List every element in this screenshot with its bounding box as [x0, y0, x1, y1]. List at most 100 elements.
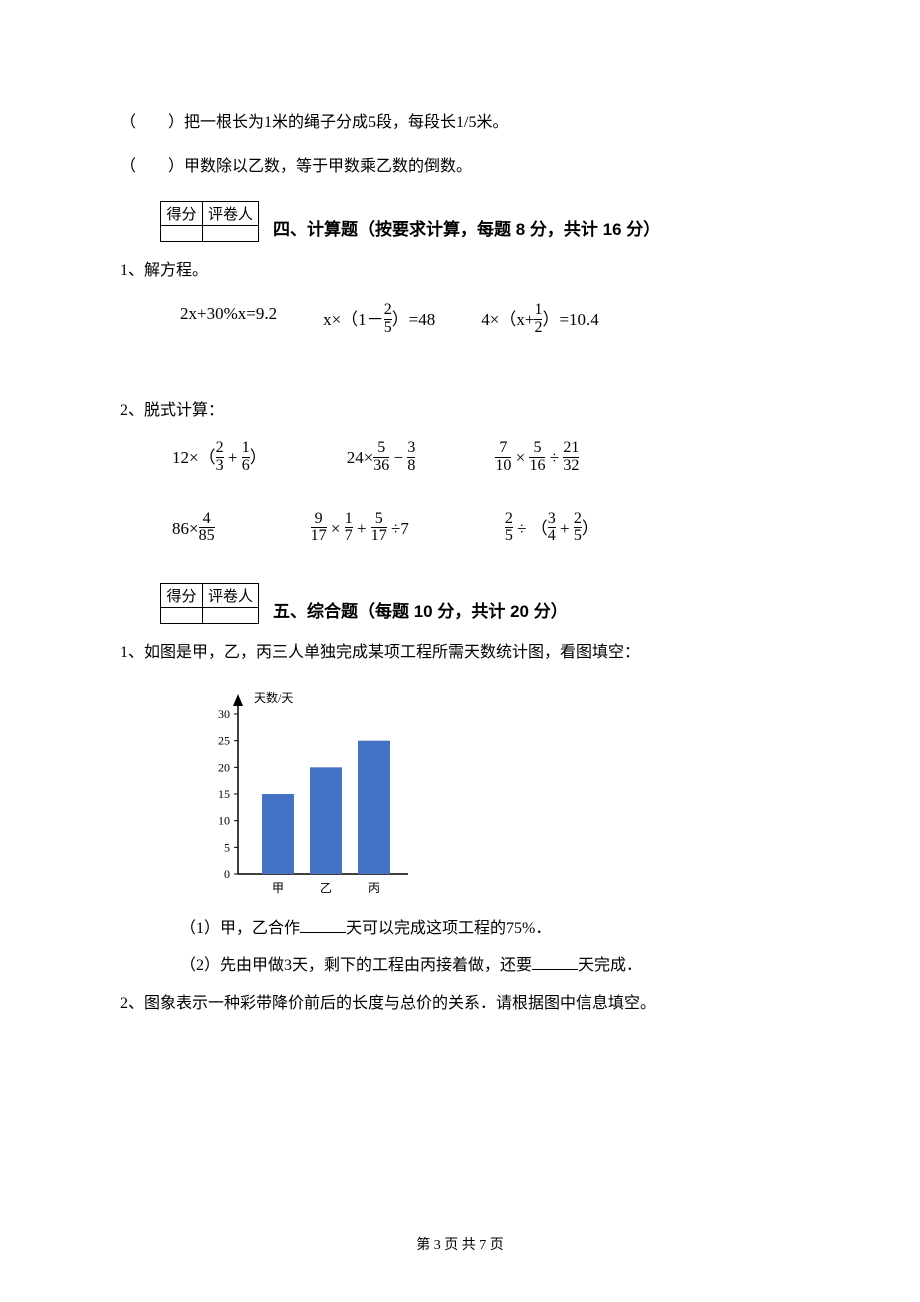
n: 1	[345, 511, 353, 528]
s5-q1-label: 1、如图是甲，乙，丙三人单独完成某项工程所需天数统计图，看图填空：	[120, 640, 800, 666]
expr-a: 12×（23 + 16）	[172, 442, 267, 477]
d: 32	[563, 457, 579, 475]
s4-q2-label: 2、脱式计算：	[120, 398, 800, 424]
chart-svg: 051015202530天数/天甲乙丙	[180, 684, 430, 904]
t: （1）甲，乙合作	[180, 920, 300, 937]
n: 9	[311, 511, 327, 528]
frac-d: 5	[384, 319, 392, 337]
q8-text: （ ）甲数除以乙数，等于甲数乘乙数的倒数。	[120, 158, 472, 175]
scorebox-right-label: 评卷人	[203, 202, 259, 226]
t: +	[224, 448, 242, 467]
n: 3	[548, 511, 556, 528]
t: 天可以完成这项工程的75%．	[346, 920, 551, 937]
d: 8	[407, 457, 415, 475]
eq-a: 2x+30%x=9.2	[180, 304, 277, 339]
f: 23	[216, 440, 224, 475]
f: 25	[505, 511, 513, 546]
s5-q1-sub1: （1）甲，乙合作 天可以完成这项工程的75%．	[180, 916, 800, 942]
n: 1	[242, 440, 250, 457]
section-4-title: 四、计算题（按要求计算，每题 8 分，共计 16 分）	[273, 215, 660, 242]
t: ÷7	[387, 519, 409, 538]
eq-b-post: ）=48	[392, 310, 436, 329]
svg-text:乙: 乙	[320, 881, 332, 895]
blank-field	[300, 917, 346, 933]
eq-c-pre: 4×（x+	[481, 310, 534, 329]
t: ÷ （	[513, 519, 548, 538]
t: ×	[327, 519, 345, 538]
s5-q2-label: 2、图象表示一种彩带降价前后的长度与总价的关系．请根据图中信息填空。	[120, 991, 800, 1017]
eq-a-text: 2x+30%x=9.2	[180, 304, 277, 323]
f: 710	[495, 440, 511, 475]
svg-text:天数/天: 天数/天	[254, 690, 293, 705]
n: 4	[199, 511, 215, 528]
n: 3	[407, 440, 415, 457]
t: （2）先由甲做3天，剩下的工程由丙接着做，还要	[180, 957, 532, 974]
d: 17	[311, 527, 327, 545]
s4-q2-row2: 86×485 917 × 17 + 517 ÷7 25 ÷ （34 + 25）	[172, 513, 800, 548]
d: 85	[199, 527, 215, 545]
svg-text:甲: 甲	[272, 881, 284, 895]
d: 36	[373, 457, 389, 475]
s5-q1-sub2: （2）先由甲做3天，剩下的工程由丙接着做，还要 天完成．	[180, 953, 800, 979]
svg-text:10: 10	[218, 813, 230, 827]
t: ×	[511, 448, 529, 467]
t: +	[556, 519, 574, 538]
n: 5	[373, 440, 389, 457]
section-5-header: 得分 评卷人 五、综合题（每题 10 分，共计 20 分）	[120, 583, 800, 624]
d: 5	[574, 527, 582, 545]
frac-n: 1	[534, 302, 542, 319]
eq-c-post: ）=10.4	[542, 310, 598, 329]
t: 12×（	[172, 448, 216, 467]
frac-n: 2	[384, 302, 392, 319]
d: 3	[216, 457, 224, 475]
t: 天完成．	[578, 957, 642, 974]
d: 6	[242, 457, 250, 475]
t: ）	[582, 519, 599, 538]
scorebox-left-label: 得分	[161, 202, 203, 226]
eq-b-frac: 25	[384, 302, 392, 337]
f: 16	[242, 440, 250, 475]
t: 24×	[347, 448, 374, 467]
section-4-header: 得分 评卷人 四、计算题（按要求计算，每题 8 分，共计 16 分）	[120, 201, 800, 242]
s4-q2-row1: 12×（23 + 16） 24×536 − 38 710 × 516 ÷ 213…	[172, 442, 800, 477]
s4-q1-label: 1、解方程。	[120, 258, 800, 284]
eq-b-pre: x×（1－	[323, 310, 384, 329]
d: 10	[495, 457, 511, 475]
question-7: （ ）把一根长为1米的绳子分成5段，每段长1/5米。	[120, 110, 800, 136]
expr-c: 25 ÷ （34 + 25）	[505, 513, 599, 548]
score-box-5: 得分 评卷人	[160, 583, 259, 624]
expr-c: 710 × 516 ÷ 2132	[495, 442, 579, 477]
f: 917	[311, 511, 327, 546]
n: 2	[505, 511, 513, 528]
f: 25	[574, 511, 582, 546]
n: 2	[574, 511, 582, 528]
n: 21	[563, 440, 579, 457]
s4-q1-equations: 2x+30%x=9.2 x×（1－25）=48 4×（x+12）=10.4	[180, 304, 800, 339]
expr-b: 917 × 17 + 517 ÷7	[311, 513, 409, 548]
f: 485	[199, 511, 215, 546]
eq-c: 4×（x+12）=10.4	[481, 304, 599, 339]
svg-text:丙: 丙	[368, 881, 380, 895]
f: 2132	[563, 440, 579, 475]
f: 517	[371, 511, 387, 546]
n: 5	[529, 440, 545, 457]
question-8: （ ）甲数除以乙数，等于甲数乘乙数的倒数。	[120, 154, 800, 180]
n: 5	[371, 511, 387, 528]
eq-b: x×（1－25）=48	[323, 304, 435, 339]
bar-chart: 051015202530天数/天甲乙丙	[180, 684, 800, 904]
t: −	[389, 448, 407, 467]
section-5-title: 五、综合题（每题 10 分，共计 20 分）	[273, 597, 568, 624]
svg-text:20: 20	[218, 760, 230, 774]
frac-d: 2	[534, 319, 542, 337]
eq-c-frac: 12	[534, 302, 542, 337]
f: 34	[548, 511, 556, 546]
page-footer: 第 3 页 共 7 页	[0, 1234, 920, 1254]
d: 5	[505, 527, 513, 545]
d: 16	[529, 457, 545, 475]
svg-text:5: 5	[224, 840, 230, 854]
f: 17	[345, 511, 353, 546]
d: 4	[548, 527, 556, 545]
f: 38	[407, 440, 415, 475]
t: ）	[250, 448, 267, 467]
scorebox-right-label: 评卷人	[203, 584, 259, 608]
